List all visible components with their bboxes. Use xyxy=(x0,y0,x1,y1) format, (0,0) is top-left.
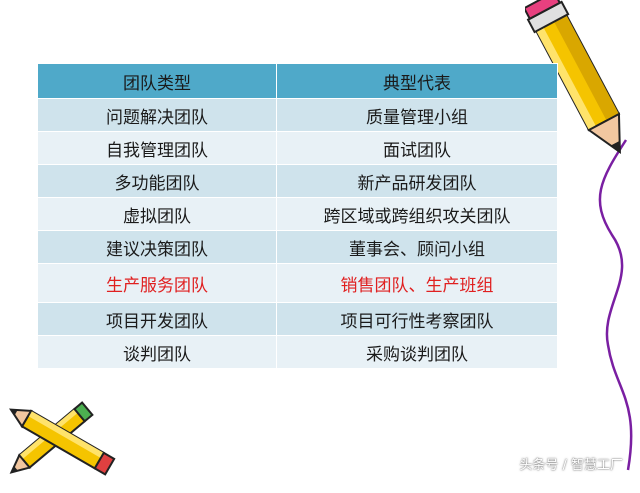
table-row-highlighted: 生产服务团队 销售团队、生产班组 xyxy=(37,263,558,303)
example-cell: 采购谈判团队 xyxy=(276,335,558,369)
table-row: 建议决策团队 董事会、顾问小组 xyxy=(37,230,558,264)
team-type-cell: 生产服务团队 xyxy=(37,263,277,303)
team-type-cell: 虚拟团队 xyxy=(37,197,277,231)
team-type-cell: 多功能团队 xyxy=(37,164,277,198)
example-cell: 董事会、顾问小组 xyxy=(276,230,558,264)
slide: 团队类型 典型代表 问题解决团队 质量管理小组 自我管理团队 面试团队 多功能团… xyxy=(9,0,633,476)
team-type-cell: 建议决策团队 xyxy=(37,230,277,264)
watermark: 头条号 / 智慧工厂 xyxy=(519,458,623,473)
example-cell: 新产品研发团队 xyxy=(276,164,558,198)
example-cell: 跨区域或跨组织攻关团队 xyxy=(276,197,558,231)
team-type-cell: 项目开发团队 xyxy=(37,302,277,336)
pencil-icon xyxy=(525,0,621,155)
table-row: 项目开发团队 项目可行性考察团队 xyxy=(37,302,558,336)
example-cell: 质量管理小组 xyxy=(276,98,558,132)
team-type-cell: 自我管理团队 xyxy=(37,131,277,165)
team-types-table: 团队类型 典型代表 问题解决团队 质量管理小组 自我管理团队 面试团队 多功能团… xyxy=(37,63,558,369)
team-type-cell: 问题解决团队 xyxy=(37,98,277,132)
table-row: 自我管理团队 面试团队 xyxy=(37,131,558,165)
purple-curve-decoration xyxy=(598,139,633,471)
header-typical-example: 典型代表 xyxy=(276,63,558,99)
team-type-cell: 谈判团队 xyxy=(37,335,277,369)
pencil-icon xyxy=(9,408,116,476)
example-cell: 销售团队、生产班组 xyxy=(276,263,558,303)
table-row: 虚拟团队 跨区域或跨组织攻关团队 xyxy=(37,197,558,231)
table-header-row: 团队类型 典型代表 xyxy=(37,63,558,99)
table-row: 多功能团队 新产品研发团队 xyxy=(37,164,558,198)
table-row: 谈判团队 采购谈判团队 xyxy=(37,335,558,369)
header-team-type: 团队类型 xyxy=(37,63,277,99)
example-cell: 面试团队 xyxy=(276,131,558,165)
table-row: 问题解决团队 质量管理小组 xyxy=(37,98,558,132)
example-cell: 项目可行性考察团队 xyxy=(276,302,558,336)
